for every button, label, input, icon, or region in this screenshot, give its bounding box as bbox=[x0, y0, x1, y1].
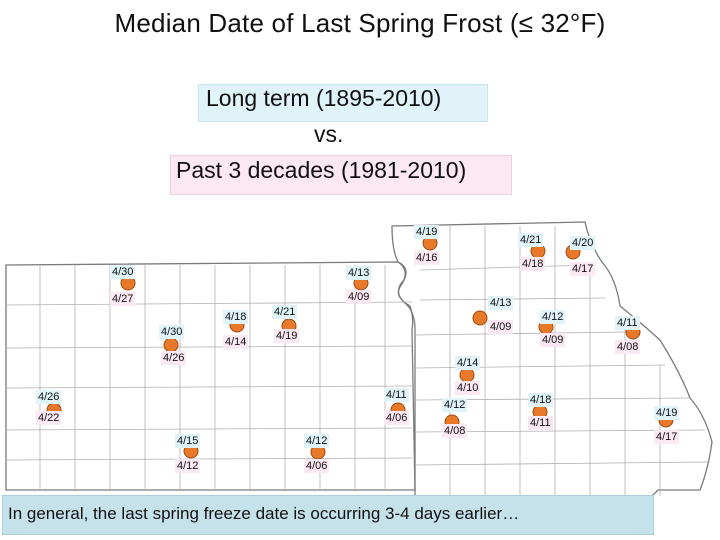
missouri-outline bbox=[391, 221, 713, 499]
station-long-term-date: 4/12 bbox=[540, 310, 566, 324]
county-lines bbox=[5, 226, 711, 496]
station-recent-date: 4/17 bbox=[570, 262, 596, 276]
past-decades-legend-label: Past 3 decades (1981-2010) bbox=[176, 157, 467, 183]
station-long-term-date: 4/19 bbox=[414, 225, 440, 239]
station-long-term-date: 4/18 bbox=[528, 393, 554, 407]
station-long-term-date: 4/12 bbox=[304, 434, 330, 448]
station-long-term-date: 4/30 bbox=[159, 325, 185, 339]
station-long-term-date: 4/20 bbox=[570, 236, 596, 250]
station-recent-date: 4/06 bbox=[384, 411, 410, 425]
station-recent-date: 4/14 bbox=[223, 335, 249, 349]
station-recent-date: 4/26 bbox=[161, 351, 187, 365]
station-recent-date: 4/11 bbox=[528, 416, 553, 430]
station-recent-date: 4/10 bbox=[455, 381, 481, 395]
station-long-term-date: 4/13 bbox=[346, 266, 372, 280]
station-recent-date: 4/12 bbox=[175, 459, 201, 473]
long-term-legend-label: Long term (1895-2010) bbox=[206, 85, 442, 111]
map-title: Median Date of Last Spring Frost (≤ 32°F… bbox=[114, 8, 606, 38]
station-recent-date: 4/27 bbox=[110, 292, 136, 306]
station-long-term-date: 4/21 bbox=[272, 305, 298, 319]
station-recent-date: 4/18 bbox=[520, 257, 546, 271]
station-long-term-date: 4/19 bbox=[654, 406, 680, 420]
station-long-term-date: 4/11 bbox=[384, 388, 409, 402]
station-long-term-date: 4/15 bbox=[175, 434, 201, 448]
state-outlines bbox=[5, 221, 713, 499]
station-recent-date: 4/17 bbox=[654, 430, 680, 444]
footer-note-box bbox=[2, 495, 654, 535]
station-long-term-date: 4/21 bbox=[518, 233, 544, 247]
long-term-legend-box bbox=[198, 84, 488, 122]
station-recent-date: 4/09 bbox=[488, 320, 514, 334]
station-long-term-date: 4/11 bbox=[615, 316, 640, 330]
station-long-term-date: 4/12 bbox=[442, 398, 468, 412]
station-long-term-date: 4/14 bbox=[455, 356, 481, 370]
station-long-term-date: 4/18 bbox=[223, 310, 249, 324]
station-recent-date: 4/22 bbox=[36, 411, 62, 425]
station-marker bbox=[472, 310, 488, 326]
station-recent-date: 4/09 bbox=[540, 333, 566, 347]
station-marker bbox=[163, 337, 179, 353]
station-recent-date: 4/19 bbox=[274, 329, 300, 343]
station-recent-date: 4/16 bbox=[414, 251, 440, 265]
station-recent-date: 4/08 bbox=[615, 340, 641, 354]
station-long-term-date: 4/30 bbox=[110, 265, 136, 279]
past-decades-legend-box bbox=[170, 155, 512, 195]
station-recent-date: 4/06 bbox=[304, 459, 330, 473]
versus-label: vs. bbox=[314, 121, 344, 147]
footer-note: In general, the last spring freeze date … bbox=[8, 504, 520, 523]
station-recent-date: 4/09 bbox=[346, 290, 372, 304]
station-long-term-date: 4/13 bbox=[488, 296, 514, 310]
station-recent-date: 4/08 bbox=[442, 424, 468, 438]
station-marker bbox=[459, 367, 475, 383]
station-long-term-date: 4/26 bbox=[36, 390, 62, 404]
